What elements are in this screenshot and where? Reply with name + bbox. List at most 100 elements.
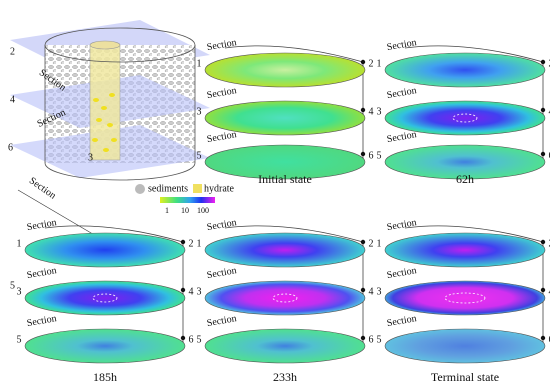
core-outline [92,293,118,303]
panel-caption: Initial state [258,172,312,186]
point-label: 3 [17,286,22,297]
marker-dot [540,287,546,293]
point-label: 6 [549,334,550,345]
marker-dot [360,151,366,157]
section-label: Section [206,313,237,329]
section-label: Section [206,37,237,53]
connector [404,225,544,243]
schematic: 2 4 6 3 5 Section Section Section sedime… [8,20,235,291]
panel-caption: 62h [456,172,474,186]
section-slice [384,144,546,180]
point-label: 1 [377,238,382,249]
point-label: 2 [189,238,194,249]
section-label: Section [206,217,237,233]
marker-dot [540,59,546,65]
point-label: 3 [197,106,202,117]
marker-dot [360,59,366,65]
point-label: 2 [549,58,550,69]
point-label: 4 [549,286,550,297]
section-label: Section [26,313,57,329]
legend-label: hydrate [204,183,235,194]
section-label: Section [386,217,417,233]
schematic-label: 2 [10,46,15,57]
marker-dot [540,107,546,113]
colorbar-tick: 1 [165,206,169,215]
point-label: 5 [197,334,202,345]
colorbar [160,197,215,203]
section-label: Section [26,265,57,281]
schematic-label: 6 [8,142,13,153]
marker-dot [360,335,366,341]
legend-swatch [193,184,202,193]
legend-swatch [135,184,145,194]
point-label: 4 [369,106,374,117]
point-label: 4 [189,286,194,297]
marker-dot [540,335,546,341]
point-label: 2 [369,58,374,69]
panel-caption: 185h [93,370,117,384]
connector [44,225,184,243]
point-label: 1 [197,238,202,249]
point-label: 5 [197,150,202,161]
marker-dot [540,239,546,245]
marker-dot [360,107,366,113]
section-slice [204,52,366,88]
section-slice [384,52,546,88]
point-label: 1 [17,238,22,249]
point-label: 3 [197,286,202,297]
point-label: 4 [369,286,374,297]
colorbar-tick: 100 [197,206,209,215]
point-label: 2 [549,238,550,249]
section-slice [24,328,186,364]
section-slice [204,328,366,364]
point-label: 6 [369,334,374,345]
section-label: Section [386,37,417,53]
section-slice [384,100,546,136]
legend-label: sediments [148,183,188,194]
panel-caption: Terminal state [431,370,499,384]
marker-dot [360,287,366,293]
point-label: 3 [377,106,382,117]
point-label: 6 [549,150,550,161]
schematic-label: 4 [10,94,15,105]
section-slice [204,144,366,180]
section-label: Section [206,129,237,145]
section-slice [204,280,366,316]
point-label: 5 [17,334,22,345]
marker-dot [180,287,186,293]
connector [224,45,364,63]
section-slice [384,232,546,268]
point-label: 5 [377,150,382,161]
point-label: 5 [377,334,382,345]
panel-caption: 233h [273,370,297,384]
section-slice [384,280,546,316]
core-outline [444,292,486,304]
section-slice [204,232,366,268]
marker-dot [360,239,366,245]
point-label: 2 [369,238,374,249]
marker-dot [180,239,186,245]
core-outline [452,113,478,123]
section-label: Section [386,265,417,281]
point-label: 1 [197,58,202,69]
point-label: 3 [377,286,382,297]
point-label: 6 [189,334,194,345]
section-slice [24,232,186,268]
section-label: Section [386,129,417,145]
connector [404,45,544,63]
section-label: Section [386,313,417,329]
section-slice [24,280,186,316]
core-outline [272,293,298,303]
section-slice [204,100,366,136]
colorbar-tick: 10 [181,206,189,215]
schematic-label: 3 [88,152,93,163]
core-top [89,40,121,50]
section-label: Section [206,85,237,101]
marker-dot [180,335,186,341]
cylinder-bottom [44,162,196,181]
section-label: Section [26,217,57,233]
connector [224,225,364,243]
point-label: 1 [377,58,382,69]
point-label: 4 [549,106,550,117]
